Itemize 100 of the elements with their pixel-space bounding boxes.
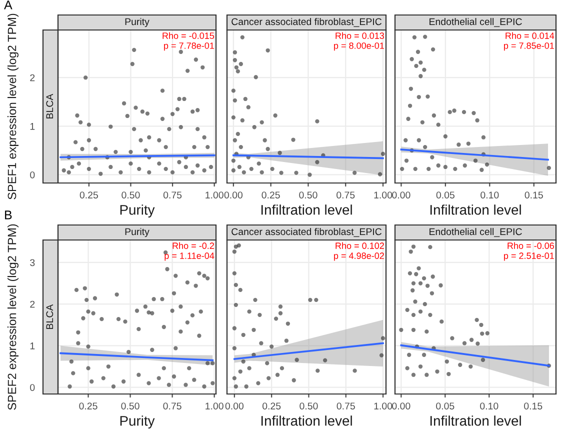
- point: [458, 362, 462, 367]
- point: [408, 271, 412, 276]
- point: [278, 150, 282, 155]
- point: [411, 312, 416, 318]
- point: [314, 298, 318, 302]
- point: [246, 105, 250, 110]
- x-tick-label: 0.05: [436, 192, 454, 198]
- y-tick-label: 2: [30, 300, 35, 308]
- chart-title: Endothelial cell_EPIC: [430, 228, 522, 237]
- x-tick-label: 1.00: [206, 192, 224, 198]
- point: [241, 359, 246, 364]
- chart-title: Purity: [125, 18, 150, 28]
- point: [380, 152, 386, 156]
- point: [473, 158, 478, 163]
- point: [260, 120, 264, 124]
- point: [253, 298, 258, 302]
- point: [232, 58, 238, 62]
- point: [411, 281, 416, 286]
- point: [418, 364, 423, 369]
- x-tick-label: 0.10: [480, 402, 498, 410]
- x-axis-title: Infiltration level: [430, 416, 521, 426]
- point: [411, 328, 416, 332]
- y-axis-title: SPEF1 expression level (log2 TPM): [7, 14, 18, 200]
- point: [308, 172, 312, 177]
- point: [404, 158, 409, 163]
- point: [426, 94, 430, 99]
- x-tick-label: 0.75: [163, 192, 182, 198]
- point: [456, 142, 461, 147]
- point: [422, 144, 428, 150]
- chart-title: Cancer associated fibroblast_EPIC: [232, 228, 382, 237]
- annotation: Rho = 0.013: [336, 32, 384, 39]
- point: [234, 384, 238, 389]
- point: [278, 304, 283, 309]
- point: [256, 381, 260, 386]
- point: [236, 69, 240, 74]
- chart-title: Endothelial cell_EPIC: [430, 18, 522, 27]
- x-tick-label: 0.50: [300, 402, 318, 410]
- point: [232, 250, 237, 254]
- point: [249, 166, 254, 171]
- y-axis-title: SPEF2 expression level (log2 TPM): [7, 224, 18, 410]
- point: [269, 344, 274, 349]
- point: [418, 74, 423, 78]
- point: [416, 266, 421, 270]
- point: [252, 125, 256, 130]
- point: [284, 338, 289, 343]
- point: [291, 138, 296, 142]
- point: [422, 68, 426, 72]
- point: [232, 271, 237, 276]
- point: [408, 86, 414, 91]
- annotation: Rho = -0.06: [508, 242, 554, 249]
- annotation: p = 8.00e-01: [334, 42, 384, 51]
- point: [234, 302, 238, 308]
- point: [243, 96, 248, 102]
- point: [252, 328, 256, 332]
- point: [232, 50, 238, 54]
- point: [479, 322, 484, 327]
- y-tick-label: 0: [30, 171, 35, 178]
- x-tick-label: 0.50: [122, 192, 140, 198]
- point: [240, 35, 244, 40]
- x-axis-title: Purity: [120, 416, 155, 429]
- point: [315, 119, 320, 124]
- x-axis-title: Infiltration level: [430, 204, 521, 215]
- point: [400, 166, 404, 171]
- point: [453, 166, 458, 171]
- x-tick-label: 0.25: [80, 192, 98, 198]
- point: [413, 166, 418, 171]
- point: [275, 372, 280, 377]
- point: [443, 164, 448, 170]
- point: [406, 352, 412, 357]
- annotation: Rho = -0.2: [172, 242, 214, 249]
- point: [428, 312, 432, 318]
- point: [430, 274, 435, 279]
- y-tick-label: 0: [30, 384, 35, 391]
- point: [399, 328, 404, 332]
- point: [422, 302, 427, 306]
- point: [452, 108, 456, 113]
- point: [231, 88, 236, 93]
- x-tick-label: 0.00: [392, 402, 410, 410]
- point: [408, 104, 412, 108]
- point: [294, 358, 299, 362]
- y-tick-label: 2: [30, 74, 35, 82]
- point: [278, 311, 283, 316]
- point: [292, 378, 296, 382]
- point: [316, 368, 320, 373]
- x-tick-label: 0.75: [336, 402, 355, 410]
- x-axis-title: Infiltration level: [261, 416, 352, 426]
- point: [475, 118, 480, 122]
- text: A: [4, 0, 12, 10]
- point: [352, 170, 357, 175]
- annotation: Rho = 0.102: [336, 242, 384, 249]
- point: [476, 342, 480, 346]
- point: [406, 116, 410, 121]
- x-tick-label: 0.05: [436, 402, 454, 410]
- point: [428, 244, 432, 250]
- point: [265, 361, 270, 366]
- point: [232, 138, 238, 142]
- point: [280, 366, 284, 370]
- point: [232, 326, 237, 330]
- point: [273, 113, 278, 118]
- point: [231, 168, 236, 172]
